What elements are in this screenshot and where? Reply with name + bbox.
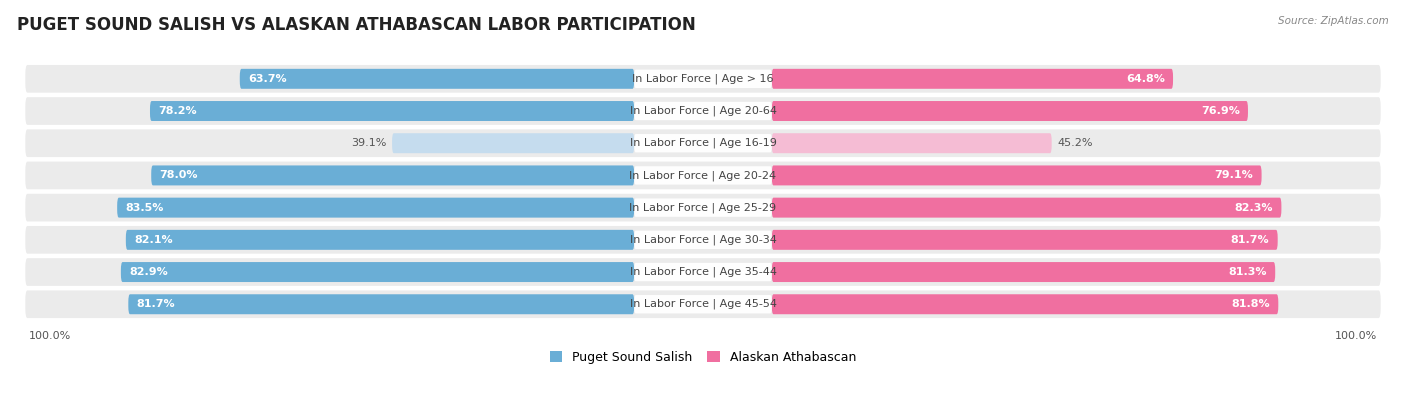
FancyBboxPatch shape: [25, 226, 1381, 254]
FancyBboxPatch shape: [772, 101, 1249, 121]
FancyBboxPatch shape: [240, 69, 634, 89]
Text: In Labor Force | Age 45-54: In Labor Force | Age 45-54: [630, 299, 776, 310]
Text: In Labor Force | Age 35-44: In Labor Force | Age 35-44: [630, 267, 776, 277]
FancyBboxPatch shape: [152, 166, 634, 185]
Legend: Puget Sound Salish, Alaskan Athabascan: Puget Sound Salish, Alaskan Athabascan: [550, 351, 856, 364]
FancyBboxPatch shape: [772, 198, 1281, 218]
Text: 63.7%: 63.7%: [247, 74, 287, 84]
Text: 76.9%: 76.9%: [1201, 106, 1240, 116]
FancyBboxPatch shape: [125, 230, 634, 250]
FancyBboxPatch shape: [634, 134, 772, 152]
Text: In Labor Force | Age 25-29: In Labor Force | Age 25-29: [630, 202, 776, 213]
Text: 100.0%: 100.0%: [1334, 331, 1378, 341]
FancyBboxPatch shape: [634, 70, 772, 88]
Text: PUGET SOUND SALISH VS ALASKAN ATHABASCAN LABOR PARTICIPATION: PUGET SOUND SALISH VS ALASKAN ATHABASCAN…: [17, 16, 696, 34]
FancyBboxPatch shape: [128, 294, 634, 314]
Text: In Labor Force | Age 30-34: In Labor Force | Age 30-34: [630, 235, 776, 245]
FancyBboxPatch shape: [25, 194, 1381, 222]
FancyBboxPatch shape: [634, 166, 772, 184]
Text: 83.5%: 83.5%: [125, 203, 165, 213]
Text: Source: ZipAtlas.com: Source: ZipAtlas.com: [1278, 16, 1389, 26]
FancyBboxPatch shape: [772, 230, 1278, 250]
Text: 78.2%: 78.2%: [159, 106, 197, 116]
Text: In Labor Force | Age > 16: In Labor Force | Age > 16: [633, 73, 773, 84]
Text: In Labor Force | Age 20-24: In Labor Force | Age 20-24: [630, 170, 776, 181]
Text: 79.1%: 79.1%: [1215, 170, 1253, 181]
FancyBboxPatch shape: [634, 231, 772, 249]
FancyBboxPatch shape: [634, 198, 772, 217]
FancyBboxPatch shape: [772, 294, 1278, 314]
FancyBboxPatch shape: [150, 101, 634, 121]
FancyBboxPatch shape: [772, 262, 1275, 282]
FancyBboxPatch shape: [634, 102, 772, 120]
Text: 82.3%: 82.3%: [1234, 203, 1274, 213]
FancyBboxPatch shape: [772, 133, 1052, 153]
Text: 39.1%: 39.1%: [352, 138, 387, 148]
FancyBboxPatch shape: [121, 262, 634, 282]
Text: 64.8%: 64.8%: [1126, 74, 1164, 84]
Text: 81.7%: 81.7%: [136, 299, 176, 309]
FancyBboxPatch shape: [392, 133, 634, 153]
Text: 81.8%: 81.8%: [1232, 299, 1270, 309]
Text: In Labor Force | Age 20-64: In Labor Force | Age 20-64: [630, 106, 776, 116]
Text: 82.1%: 82.1%: [134, 235, 173, 245]
FancyBboxPatch shape: [25, 290, 1381, 318]
Text: In Labor Force | Age 16-19: In Labor Force | Age 16-19: [630, 138, 776, 149]
FancyBboxPatch shape: [772, 166, 1261, 185]
FancyBboxPatch shape: [25, 258, 1381, 286]
FancyBboxPatch shape: [634, 295, 772, 313]
Text: 78.0%: 78.0%: [159, 170, 198, 181]
FancyBboxPatch shape: [25, 97, 1381, 125]
Text: 82.9%: 82.9%: [129, 267, 167, 277]
Text: 45.2%: 45.2%: [1057, 138, 1092, 148]
FancyBboxPatch shape: [634, 263, 772, 281]
FancyBboxPatch shape: [25, 162, 1381, 189]
Text: 81.3%: 81.3%: [1229, 267, 1267, 277]
Text: 81.7%: 81.7%: [1230, 235, 1270, 245]
Text: 100.0%: 100.0%: [28, 331, 72, 341]
FancyBboxPatch shape: [772, 69, 1173, 89]
FancyBboxPatch shape: [25, 130, 1381, 157]
FancyBboxPatch shape: [117, 198, 634, 218]
FancyBboxPatch shape: [25, 65, 1381, 93]
